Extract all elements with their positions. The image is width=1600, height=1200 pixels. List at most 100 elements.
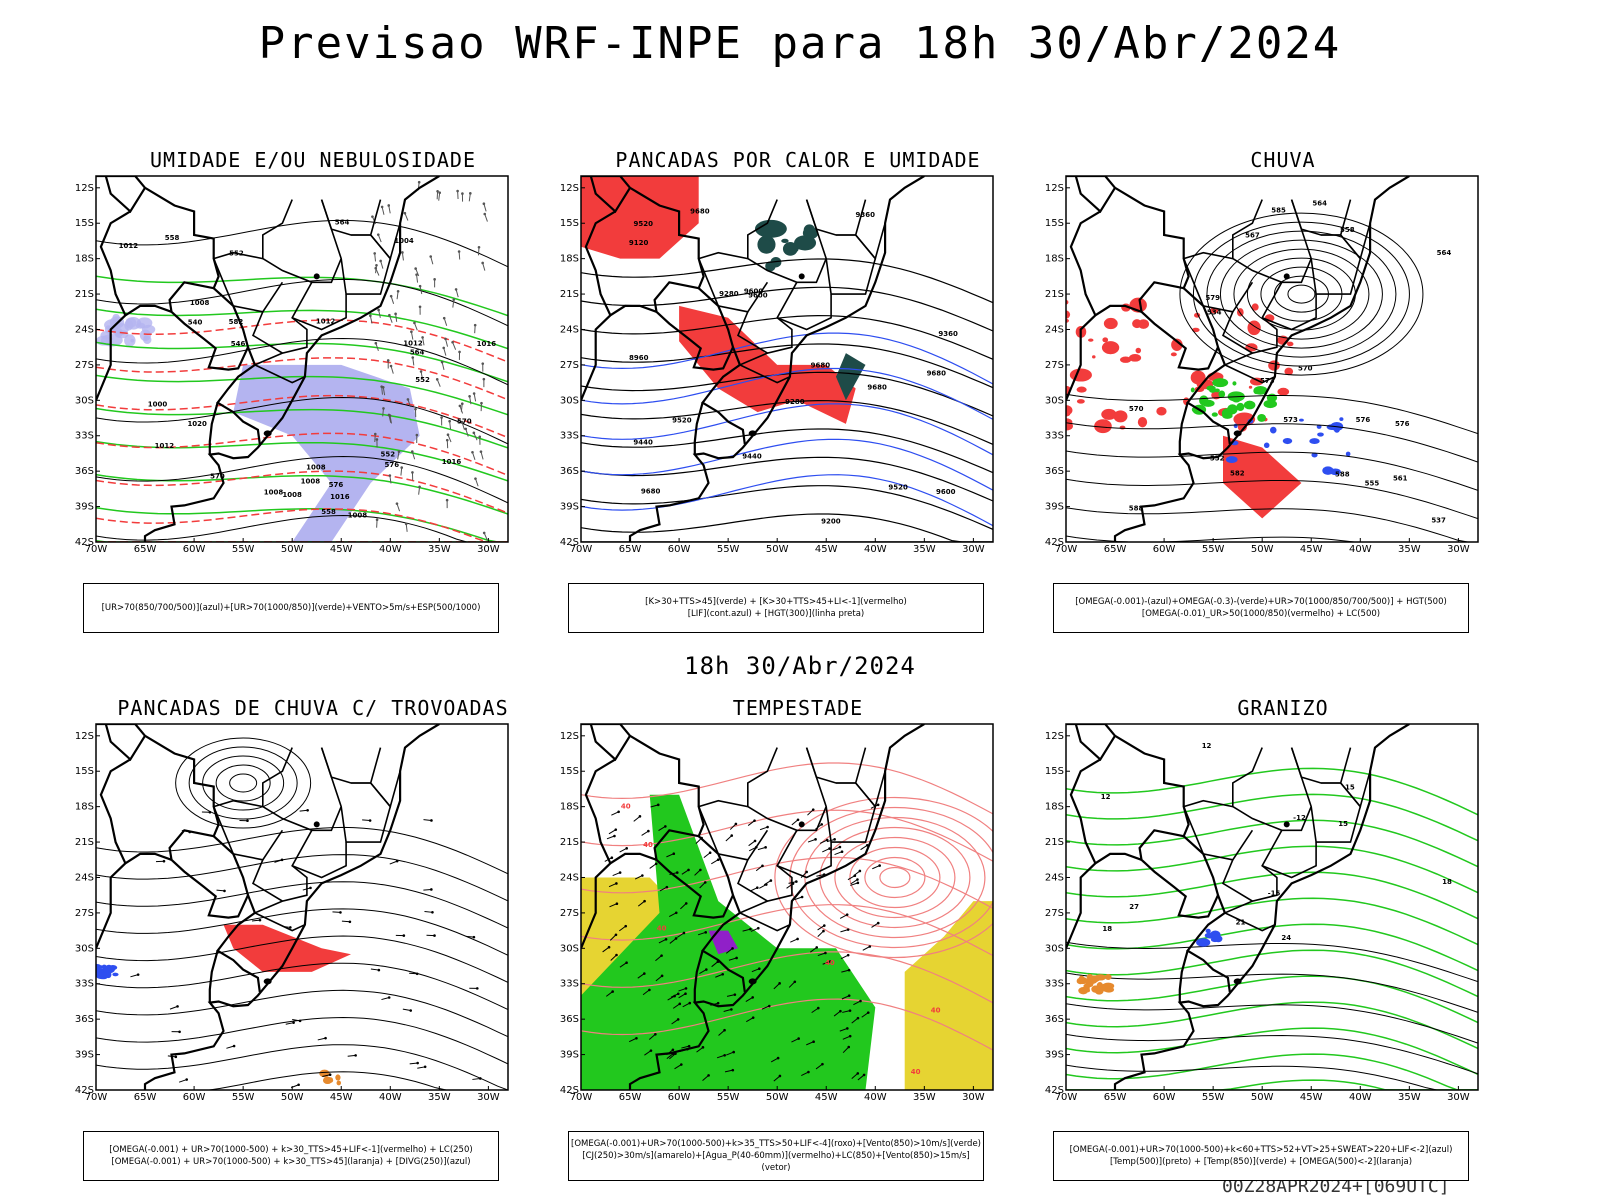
wind-vector-head: [676, 992, 680, 996]
wind-vector-shaft: [605, 991, 613, 997]
contour-label: 576: [329, 481, 344, 489]
contour-label: 1000: [148, 400, 168, 408]
wind-vector-shaft: [413, 322, 418, 331]
omega500-orange-cells-cell: [1078, 987, 1089, 995]
wind-vector-head: [675, 871, 679, 874]
contour-label: 9200: [821, 518, 841, 526]
temp850-contours-line: [1066, 793, 1478, 842]
wind-vector-head: [825, 838, 829, 842]
temp850-contours-line: [1066, 1079, 1478, 1090]
hail-blue-cells-cell: [1204, 932, 1213, 938]
lon-label: 45W: [815, 544, 838, 555]
streamline-arrow-head: [368, 819, 372, 822]
state-border: [1182, 799, 1254, 861]
wind-vector-head: [766, 825, 769, 829]
wind-vector-shaft: [655, 975, 663, 982]
streamline-arrow-head: [402, 934, 406, 937]
wind-vector-shaft: [718, 1029, 725, 1036]
lon-label: 50W: [766, 544, 789, 555]
lat-label: 18S: [75, 254, 94, 265]
wind-vector-shaft: [382, 408, 384, 417]
hgt500-contours-line: [1066, 422, 1478, 463]
wind-vector-shaft: [608, 882, 617, 888]
divergence-blue-cells-cell: [103, 968, 112, 975]
wind-vector-head: [682, 931, 686, 935]
storm-orange-cells-cell: [322, 1076, 333, 1085]
contour-label: 40: [621, 802, 631, 810]
country-border: [168, 829, 249, 919]
country-border: [693, 402, 704, 455]
streamline-rings-ring: [175, 737, 312, 829]
thickness-contours-line: [96, 394, 508, 439]
country-border: [208, 402, 219, 455]
contour-label: 576: [385, 461, 400, 469]
lat-label: 33S: [560, 979, 579, 990]
wind-vector-head: [373, 252, 376, 255]
legend-box: [UR>70(850/700/500)](azul)+[UR>70(1000/8…: [83, 583, 499, 633]
wind-vector-head: [757, 967, 761, 970]
temp850-contours-line: [1066, 871, 1478, 920]
state-border: [747, 199, 828, 284]
omega-red-cells-cell: [1069, 368, 1092, 382]
wind-vector-head: [733, 993, 737, 996]
contour-label: 1008: [348, 511, 368, 519]
wind-vector-head: [460, 402, 464, 405]
convection-green-cells-cell: [781, 238, 789, 243]
wind-vector-shaft: [800, 871, 808, 879]
wind-vector-shaft: [773, 1075, 781, 1082]
wind-vector-head: [376, 233, 380, 236]
lon-label: 45W: [1300, 544, 1323, 555]
wind-vector-head: [401, 251, 404, 254]
hgt300-contours-line: [581, 371, 993, 417]
wind-vector-head: [822, 924, 826, 927]
state-border: [340, 234, 392, 295]
lat-label: 24S: [75, 324, 94, 335]
lc850-rings-ring: [849, 846, 941, 909]
lat-label: 21S: [560, 289, 579, 300]
contour-label: 1012: [155, 442, 175, 450]
streamline-arrow-head: [395, 859, 399, 863]
wind-vector-head: [856, 1016, 860, 1020]
wind-vector-shaft: [847, 875, 856, 881]
temp500-contours-line: [1066, 1064, 1478, 1090]
contour-labels: 9680 9680 9680 9680 9600 9520 9440 9360 9280 9200…: [629, 207, 958, 525]
state-border: [1340, 770, 1371, 809]
wind-vector-head: [460, 420, 464, 424]
contour-label: -15: [1268, 889, 1281, 897]
contour-label: 9520: [888, 484, 908, 492]
lon-label: 45W: [1300, 1092, 1323, 1103]
wind-vector-shaft: [801, 1071, 809, 1077]
wind-vector-shaft: [401, 252, 404, 261]
wind-vector-shaft: [628, 1037, 637, 1043]
wind-vector-shaft: [699, 969, 707, 974]
streamline-arrow-shaft: [226, 1045, 235, 1049]
wind-vector-head: [805, 870, 808, 874]
contour-label: 534: [1207, 308, 1222, 316]
wind-vector-head: [840, 850, 844, 854]
wind-vector-shaft: [810, 946, 818, 953]
wind-vector-head: [445, 438, 449, 442]
wind-vector-shaft: [819, 839, 828, 844]
wind-vector-shaft: [633, 815, 641, 822]
wind-vector-head: [471, 450, 474, 454]
wind-vector-head: [838, 845, 842, 849]
temp850-contours-line: [1066, 767, 1478, 816]
streamline-arrow-shaft: [423, 888, 432, 891]
contour-label: 552: [1210, 455, 1225, 463]
wind-vector-shaft: [770, 1057, 779, 1063]
mid-title: 18h 30/Abr/2024: [684, 652, 916, 680]
wind-vector-shaft: [817, 952, 826, 957]
omega-green-cells-cell: [1232, 381, 1237, 386]
wind-vector-shaft: [853, 1000, 861, 1006]
wind-vector-head: [610, 856, 614, 860]
hail-blue-cells: [1196, 928, 1223, 947]
omega-red-cells-cell: [1066, 310, 1071, 319]
omega-red-fill: [1223, 435, 1302, 519]
wind-vector-head: [388, 474, 392, 477]
wind-vector-shaft: [747, 820, 755, 826]
lat-label: 15S: [560, 766, 579, 777]
wind-vector-shaft: [763, 880, 772, 886]
streamline-arrow-shaft: [423, 819, 432, 821]
streamline-arrow-head: [324, 1036, 327, 1040]
wind-vector-head: [615, 882, 618, 885]
